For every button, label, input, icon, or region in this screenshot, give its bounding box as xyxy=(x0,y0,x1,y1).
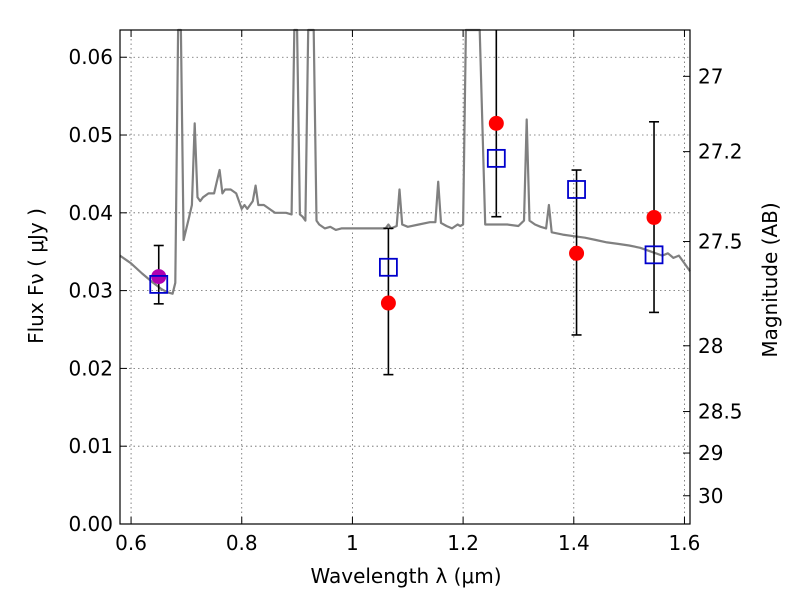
model-point xyxy=(149,274,169,294)
plot-frame xyxy=(119,29,691,525)
spectrum-series xyxy=(119,28,691,295)
x-axis-label: Wavelength λ (μm) xyxy=(310,564,501,588)
observed-point xyxy=(569,245,585,261)
x-tick-label: 1 xyxy=(346,531,359,555)
y-tick-label: 0.00 xyxy=(68,512,113,536)
y-tick-label: 0.05 xyxy=(68,123,113,147)
right-tick-label: 28.5 xyxy=(698,400,743,424)
right-tick-label: 28 xyxy=(698,334,723,358)
right-axis-label: Magnitude (AB) xyxy=(758,202,782,357)
right-tick-label: 29 xyxy=(698,441,723,465)
model-point xyxy=(486,148,506,168)
x-tick-label: 0.8 xyxy=(226,531,258,555)
y-tick-label: 0.02 xyxy=(68,356,113,380)
right-tick-label: 27 xyxy=(698,64,723,88)
error-bars xyxy=(153,30,660,376)
y-axis-label: Flux Fν ( μJy ) xyxy=(24,208,48,344)
model-point xyxy=(567,180,586,199)
x-tick-label: 1.2 xyxy=(447,531,479,555)
y-tick-label: 0.01 xyxy=(68,434,113,458)
tick-labels: 0.6 0.8 1 1.2 1.4 1.6 0.00 0.01 0.02 0.03 0.04 0.05… xyxy=(68,45,742,555)
y-tick-label: 0.04 xyxy=(68,201,113,225)
axis-ticks xyxy=(120,30,690,525)
spectrum-line xyxy=(119,28,691,295)
right-tick-label: 30 xyxy=(698,484,723,508)
model-points xyxy=(149,148,664,294)
right-tick-label: 27.5 xyxy=(698,230,743,254)
y-tick-label: 0.03 xyxy=(68,279,113,303)
right-tick-label: 27.2 xyxy=(698,140,743,164)
x-tick-label: 1.6 xyxy=(669,531,701,555)
observed-point xyxy=(646,209,662,225)
grid-lines xyxy=(120,30,690,525)
observed-points xyxy=(151,115,662,311)
y-tick-label: 0.06 xyxy=(68,45,113,69)
observed-point xyxy=(488,115,504,131)
x-tick-label: 0.6 xyxy=(115,531,147,555)
model-point xyxy=(378,257,398,277)
observed-point xyxy=(380,295,396,311)
x-tick-label: 1.4 xyxy=(558,531,590,555)
model-point xyxy=(644,245,664,265)
